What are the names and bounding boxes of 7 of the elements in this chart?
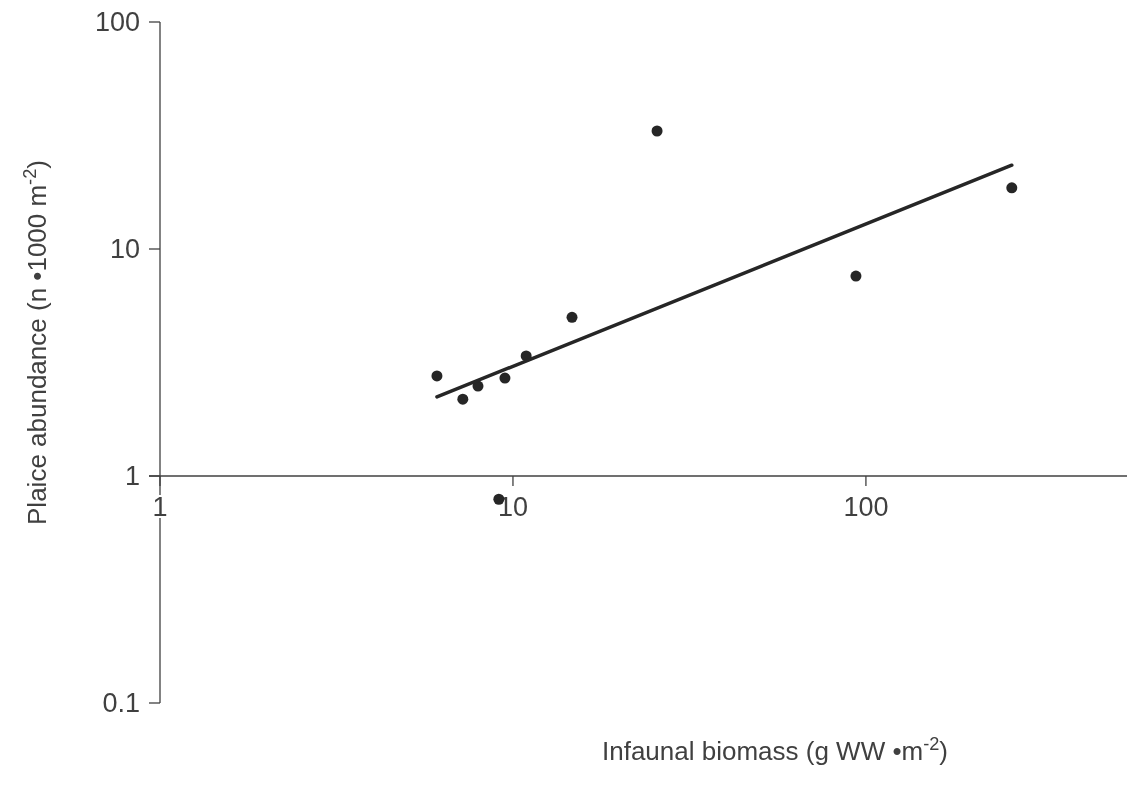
- x-tick-label: 100: [843, 492, 889, 522]
- y-tick-label: 100: [94, 7, 140, 38]
- y-tick-label: 10: [109, 234, 140, 265]
- x-tick-label: 10: [497, 492, 528, 522]
- y-tick-label: 0.1: [102, 688, 140, 719]
- y-tick-label: 1: [124, 461, 140, 492]
- x-axis-title: Infaunal biomass (g WW •m$^{-2}$): [601, 734, 949, 766]
